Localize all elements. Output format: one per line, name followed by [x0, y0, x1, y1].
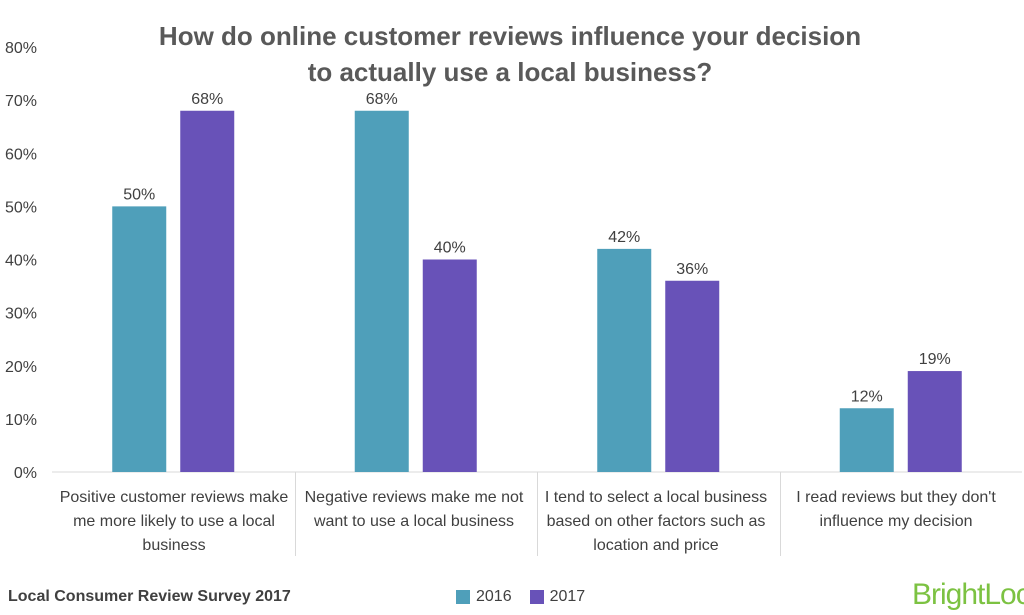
- legend-swatch-2016: [456, 590, 470, 604]
- x-tick-label: Negative reviews make me not want to use…: [304, 489, 524, 530]
- data-label: 42%: [608, 229, 640, 246]
- y-tick-label: 20%: [5, 359, 37, 376]
- data-label: 40%: [434, 240, 466, 257]
- chart-title: How do online customer reviews influence…: [158, 21, 862, 87]
- legend-swatch-2017: [529, 590, 544, 604]
- data-label: 50%: [123, 186, 155, 203]
- y-tick-label: 60%: [5, 146, 37, 163]
- legend-label: 2016: [476, 588, 512, 605]
- y-tick-label: 30%: [5, 306, 37, 323]
- x-tick-label: I read reviews but they don't influence …: [796, 489, 996, 530]
- y-tick-label: 40%: [5, 253, 37, 270]
- data-label: 68%: [191, 91, 223, 108]
- logo-text-local: Local: [984, 578, 1024, 611]
- y-tick-label: 80%: [5, 40, 37, 57]
- brightlocal-logo: BrightLocal: [912, 578, 1024, 612]
- x-tick-label: Positive customer reviews make me more l…: [59, 489, 289, 554]
- data-label: 68%: [366, 91, 398, 108]
- logo-text-bright: Bright: [912, 578, 985, 611]
- x-tick-label: I tend to select a local business based …: [544, 489, 768, 554]
- y-tick-label: 50%: [5, 199, 37, 216]
- bar-2017: [180, 110, 235, 472]
- bar-2017: [907, 371, 962, 472]
- legend-item-2017: 2017: [529, 588, 586, 606]
- legend: 2016 2017: [456, 588, 603, 606]
- y-tick-label: 0%: [14, 465, 37, 482]
- y-tick-label: 70%: [5, 93, 37, 110]
- bar-2016: [112, 206, 167, 472]
- bar-2017: [422, 259, 477, 472]
- source-note: Local Consumer Review Survey 2017: [8, 588, 291, 605]
- bar-2017: [665, 280, 720, 472]
- bar-2016: [597, 248, 652, 472]
- bar-2016: [839, 408, 894, 472]
- data-label: 19%: [919, 351, 951, 368]
- data-label: 12%: [851, 388, 883, 405]
- y-tick-label: 10%: [5, 412, 37, 429]
- legend-item-2016: 2016: [456, 588, 512, 606]
- bar-2016: [354, 110, 409, 472]
- data-label: 36%: [676, 261, 708, 278]
- legend-label: 2017: [549, 588, 586, 605]
